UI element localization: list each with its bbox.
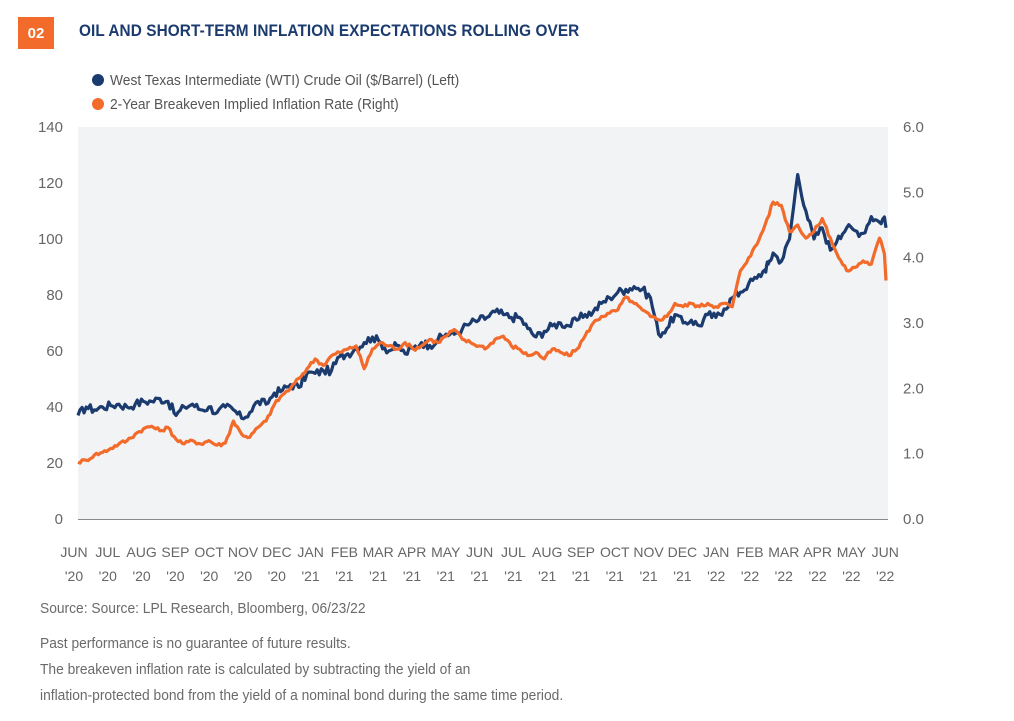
x-tick-label-month: MAY — [837, 544, 867, 560]
x-tick-label-month: JUL — [501, 544, 526, 560]
x-tick-label-month: DEC — [668, 544, 698, 560]
x-tick-label-year: '21 — [335, 568, 353, 584]
disclaimer-line-1: Past performance is no guarantee of futu… — [40, 635, 351, 652]
plot-area — [78, 127, 888, 519]
y-left-tick-label: 100 — [38, 231, 63, 248]
x-tick-label-year: '21 — [470, 568, 488, 584]
x-tick-label-year: '20 — [132, 568, 150, 584]
x-tick-label-year: '20 — [99, 568, 117, 584]
chart-number-badge: 02 — [18, 17, 54, 49]
x-tick-label-month: FEB — [331, 544, 358, 560]
y-right-tick-label: 4.0 — [903, 250, 924, 267]
y-right-tick-label: 6.0 — [903, 119, 924, 136]
x-tick-label-year: '22 — [775, 568, 793, 584]
series-line-wti — [76, 173, 888, 421]
x-tick-label-year: '22 — [707, 568, 725, 584]
y-left-tick-label: 140 — [38, 119, 63, 136]
x-tick-label-month: JUN — [872, 544, 899, 560]
x-tick-label-year: '22 — [741, 568, 759, 584]
x-tick-label-month: APR — [803, 544, 832, 560]
x-tick-label-year: '21 — [369, 568, 387, 584]
legend-label-breakeven: 2-Year Breakeven Implied Inflation Rate … — [110, 95, 399, 113]
x-tick-label-month: DEC — [262, 544, 292, 560]
legend-item-breakeven: 2-Year Breakeven Implied Inflation Rate … — [92, 92, 490, 116]
legend-marker-wti-icon — [92, 74, 104, 86]
x-tick-label-month: JUN — [60, 544, 87, 560]
x-tick-label-month: JUN — [466, 544, 493, 560]
y-axis-left: 0 20 40 60 80 100 120 140 — [38, 119, 63, 528]
x-tick-label-year: '21 — [673, 568, 691, 584]
series-layer — [76, 173, 888, 465]
x-tick-label-month: AUG — [126, 544, 156, 560]
x-tick-label-month: FEB — [736, 544, 763, 560]
x-tick-label-month: JAN — [297, 544, 323, 560]
legend-marker-breakeven-icon — [92, 98, 104, 110]
x-tick-label-year: '21 — [504, 568, 522, 584]
legend-label-wti: West Texas Intermediate (WTI) Crude Oil … — [110, 71, 460, 89]
disclaimer-line-3: inflation-protected bond from the yield … — [40, 687, 564, 704]
x-tick-label-year: '21 — [538, 568, 556, 584]
y-left-tick-label: 20 — [46, 455, 63, 472]
y-right-tick-label: 5.0 — [903, 184, 924, 201]
x-tick-label-month: JUL — [95, 544, 120, 560]
x-tick-label-month: SEP — [161, 544, 189, 560]
x-tick-label-year: '20 — [200, 568, 218, 584]
x-tick-label-month: MAY — [431, 544, 461, 560]
y-left-tick-label: 0 — [55, 511, 63, 528]
x-tick-label-month: AUG — [532, 544, 562, 560]
x-tick-label-month: OCT — [194, 544, 224, 560]
x-tick-label-year: '20 — [234, 568, 252, 584]
x-tick-label-year: '21 — [403, 568, 421, 584]
x-tick-label-month: MAR — [363, 544, 394, 560]
x-tick-label-year: '21 — [606, 568, 624, 584]
x-tick-label-year: '21 — [301, 568, 319, 584]
source-note: Source: Source: LPL Research, Bloomberg,… — [40, 600, 366, 617]
y-axis-right: 0.0 1.0 2.0 3.0 4.0 5.0 6.0 — [903, 119, 924, 528]
y-left-tick-label: 40 — [46, 399, 63, 416]
disclaimer-line-2: The breakeven inflation rate is calculat… — [40, 661, 471, 678]
x-tick-label-month: SEP — [567, 544, 595, 560]
x-tick-label-year: '21 — [437, 568, 455, 584]
y-right-tick-label: 3.0 — [903, 315, 924, 332]
y-right-tick-label: 2.0 — [903, 380, 924, 397]
y-left-tick-label: 120 — [38, 175, 63, 192]
x-axis: JUN '20 JUL '20 AUG '20 SEP '20 OCT '20 NOV '20 DEC '… — [60, 544, 898, 584]
x-tick-label-year: '21 — [572, 568, 590, 584]
x-tick-label-month: MAR — [768, 544, 799, 560]
x-tick-label-year: '22 — [808, 568, 826, 584]
x-tick-label-month: NOV — [633, 544, 664, 560]
legend-item-wti: West Texas Intermediate (WTI) Crude Oil … — [92, 68, 490, 92]
x-tick-label-month: NOV — [228, 544, 259, 560]
line-chart: 0 20 40 60 80 100 120 140 0.0 1.0 2.0 3.0 4.0 5.0 6.0… — [38, 119, 924, 584]
x-tick-label-year: '20 — [166, 568, 184, 584]
x-tick-label-month: OCT — [600, 544, 630, 560]
chart-title: OIL AND SHORT-TERM INFLATION EXPECTATION… — [79, 22, 580, 40]
series-line-breakeven — [77, 200, 888, 465]
x-tick-label-year: '22 — [842, 568, 860, 584]
x-tick-label-month: JAN — [703, 544, 729, 560]
chart-legend: West Texas Intermediate (WTI) Crude Oil … — [92, 68, 490, 116]
x-tick-label-year: '21 — [639, 568, 657, 584]
x-tick-label-year: '20 — [268, 568, 286, 584]
y-left-tick-label: 60 — [46, 343, 63, 360]
y-right-tick-label: 1.0 — [903, 446, 924, 463]
y-right-tick-label: 0.0 — [903, 511, 924, 528]
x-tick-label-year: '20 — [65, 568, 83, 584]
x-tick-label-year: '22 — [876, 568, 894, 584]
x-tick-label-month: APR — [398, 544, 427, 560]
y-left-tick-label: 80 — [46, 287, 63, 304]
